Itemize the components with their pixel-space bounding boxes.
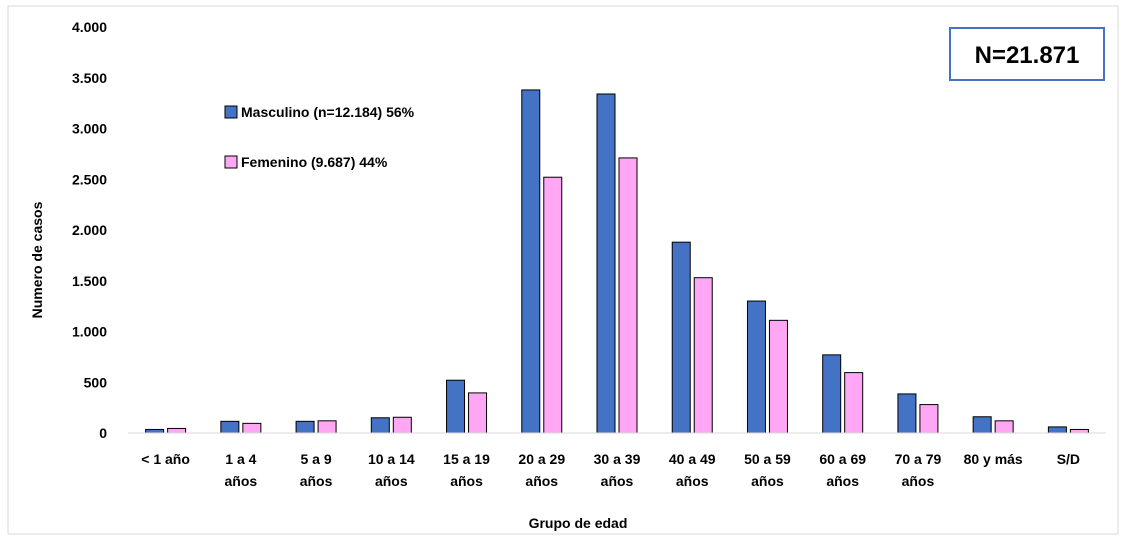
y-tick-label: 3.500: [72, 70, 107, 86]
x-tick-label: 80 y más: [964, 451, 1023, 467]
bar-femenino: [618, 157, 638, 434]
x-tick-label-line: años: [375, 473, 408, 489]
x-tick-label: 40 a 49 años: [669, 451, 716, 489]
bar-masculino: [446, 379, 466, 434]
x-tick-label-line: años: [826, 473, 859, 489]
x-tick-label-line: años: [751, 473, 784, 489]
y-axis-title: Numero de casos: [29, 201, 45, 318]
x-axis-title: Grupo de edad: [529, 515, 628, 531]
bar-femenino: [167, 427, 187, 434]
legend-label: Masculino (n=12.184) 56%: [241, 104, 415, 120]
bar-masculino: [145, 428, 165, 434]
x-tick-label-line: años: [225, 473, 258, 489]
y-tick-label: 1.000: [72, 324, 107, 340]
bar-masculino: [521, 89, 541, 434]
x-tick-label-line: < 1 año: [141, 451, 190, 467]
x-tick-label-line: 70 a 79: [895, 451, 942, 467]
x-tick-label-line: años: [300, 473, 333, 489]
x-tick-label-line: 50 a 59: [744, 451, 791, 467]
x-tick-label-line: 30 a 39: [594, 451, 641, 467]
x-tick-label-line: 80 y más: [964, 451, 1023, 467]
y-tick-label: 0: [99, 425, 107, 441]
x-tick-label-line: años: [450, 473, 483, 489]
y-tick-label: 1.500: [72, 273, 107, 289]
legend-swatch: [224, 155, 238, 169]
x-tick-label-line: 15 a 19: [443, 451, 490, 467]
x-tick-label-line: 1 a 4: [225, 451, 256, 467]
x-tick-label-line: 10 a 14: [368, 451, 415, 467]
bar-femenino: [919, 404, 939, 434]
x-tick-label-line: años: [902, 473, 935, 489]
bar-masculino: [671, 241, 691, 434]
legend-swatch: [224, 105, 238, 119]
x-tick-label-line: años: [601, 473, 634, 489]
x-tick-label-line: 5 a 9: [301, 451, 332, 467]
y-tick-label: 500: [84, 374, 108, 390]
x-tick-label: 70 a 79 años: [895, 451, 942, 489]
bar-masculino: [897, 393, 917, 434]
x-tick-label-line: 40 a 49: [669, 451, 716, 467]
legend-label: Femenino (9.687) 44%: [241, 154, 388, 170]
bar-masculino: [295, 420, 315, 434]
x-tick-label: S/D: [1057, 451, 1080, 467]
bar-femenino: [392, 416, 412, 434]
x-tick-label: 30 a 39 años: [594, 451, 641, 489]
total-annotation: N=21.871: [949, 27, 1105, 81]
bar-masculino: [596, 93, 616, 434]
bar-femenino: [242, 422, 262, 434]
bar-femenino: [543, 176, 563, 434]
bar-masculino: [370, 417, 390, 434]
bar-masculino: [746, 300, 766, 434]
bar-masculino: [1047, 426, 1067, 434]
x-tick-label: 50 a 59 años: [744, 451, 791, 489]
bar-femenino: [768, 319, 788, 434]
x-tick-label: 60 a 69 años: [819, 451, 866, 489]
x-tick-label: 5 a 9 años: [300, 451, 333, 489]
x-tick-label-line: 20 a 29: [518, 451, 565, 467]
y-tick-label: 3.000: [72, 121, 107, 137]
x-tick-label: 1 a 4 años: [225, 451, 258, 489]
x-tick-label: 10 a 14 años: [368, 451, 415, 489]
x-tick-label: 15 a 19 años: [443, 451, 490, 489]
bar-femenino: [844, 372, 864, 434]
x-tick-label-line: años: [676, 473, 709, 489]
total-annotation-box: [949, 27, 1105, 81]
bar-masculino: [220, 420, 240, 434]
bar-masculino: [972, 416, 992, 434]
bar-masculino: [822, 354, 842, 434]
x-tick-label-line: años: [525, 473, 558, 489]
x-tick-label-line: 60 a 69: [819, 451, 866, 467]
x-tick-label: < 1 año: [141, 451, 190, 467]
y-tick-label: 2.500: [72, 171, 107, 187]
x-tick-label: 20 a 29 años: [518, 451, 565, 489]
x-tick-label-line: S/D: [1057, 451, 1080, 467]
y-tick-label: 4.000: [72, 19, 107, 35]
total-annotation-text: N=21.871: [975, 42, 1080, 69]
bar-femenino: [1069, 428, 1089, 434]
bar-femenino: [693, 277, 713, 434]
bar-femenino: [994, 420, 1014, 434]
legend: Masculino (n=12.184) 56% Femenino (9.687)…: [224, 104, 415, 170]
chart-area-border: [7, 5, 1119, 535]
bar-femenino: [468, 392, 488, 434]
y-tick-label: 2.000: [72, 222, 107, 238]
y-axis-ticks: 0 500 1.000 1.500 2.000 2.500 3.000 3.500 4.000: [72, 19, 107, 441]
bar-femenino: [317, 420, 337, 434]
